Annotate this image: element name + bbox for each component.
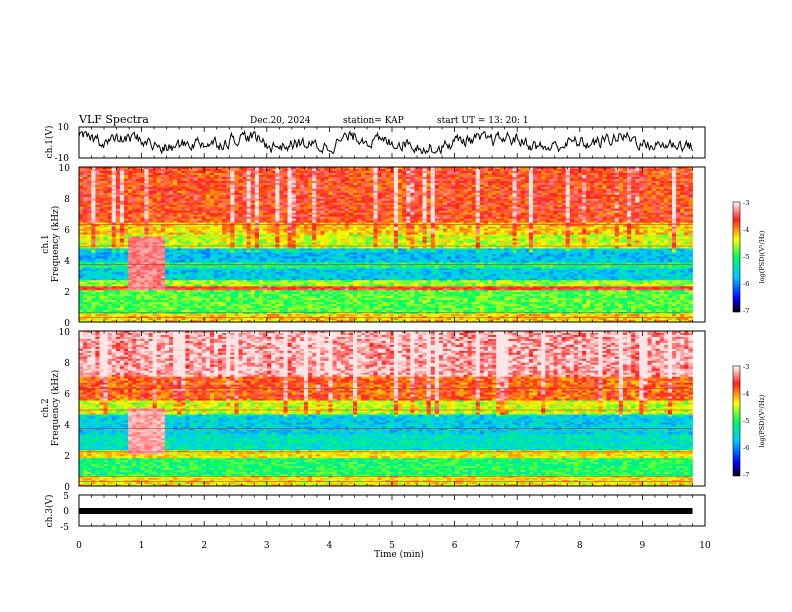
start-time-label: start UT = 13: 20: 1 [437, 116, 529, 126]
ch1-wave-ylabel: ch.1(V) [44, 126, 55, 159]
ch1-waveform-panel: 10 -10 ch.1(V) [44, 123, 705, 164]
figure-title: VLF Spectra [78, 113, 149, 126]
ch1-spectrogram-panel: 10 8 6 4 2 0 ch.1 Frequency (kHz) -3 -4 … [41, 164, 766, 329]
ch1-wave-tick-bottom: -10 [55, 154, 70, 164]
date-label: Dec.20, 2024 [250, 116, 311, 126]
station-label: station= KAP [343, 116, 404, 126]
vlf-figure: VLF Spectra Dec.20, 2024 station= KAP st… [0, 0, 792, 612]
ch1-wave-tick-top: 10 [58, 123, 70, 133]
ch1-waveform-line [79, 132, 693, 154]
